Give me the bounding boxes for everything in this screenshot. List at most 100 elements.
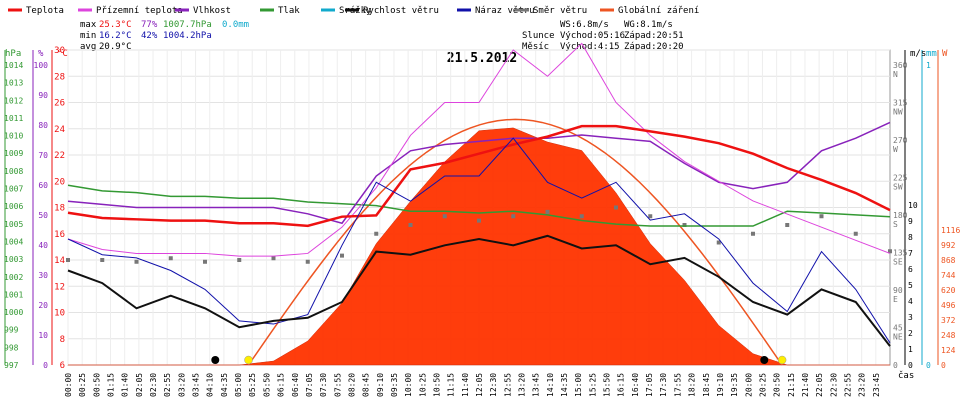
stats-sun-label: Slunce	[522, 31, 555, 41]
solar-tick-label: 992	[941, 241, 956, 250]
hpa-tick-label: 1010	[4, 132, 23, 141]
stats-sun-rise: Východ:05:16	[560, 31, 625, 41]
series-gust-line	[67, 137, 891, 344]
temp-tick-label: 28	[54, 72, 65, 82]
temp-tick-label: 8	[60, 335, 65, 345]
rain-tick-label: 1	[926, 61, 931, 70]
axis-title-hpa: hPa	[5, 49, 21, 59]
axis-title-time: čas	[898, 370, 914, 381]
time-tick-label: 23:45	[872, 373, 881, 397]
time-tick-label: 16:15	[617, 373, 626, 397]
wind-tick-label: 0	[908, 361, 913, 370]
time-tick-label: 07:55	[333, 373, 342, 397]
hpa-tick-label: 1006	[4, 202, 23, 211]
time-tick-label: 18:45	[702, 373, 711, 397]
time-tick-label: 19:10	[716, 373, 725, 397]
axis-title-mm: mm	[926, 49, 937, 59]
hpa-tick-label: 999	[4, 326, 19, 335]
direction-tick-label: 315	[893, 99, 908, 108]
hpa-tick-label: 1009	[4, 149, 23, 158]
stats-min-temp: 16.2°C	[99, 31, 132, 41]
hpa-tick-label: 1003	[4, 255, 23, 264]
time-tick-label: 14:10	[546, 373, 555, 397]
pct-tick-label: 70	[38, 151, 48, 160]
direction-tick-compass: NE	[893, 333, 903, 342]
time-tick-label: 21:40	[801, 373, 810, 397]
time-tick-label: 07:05	[305, 373, 314, 397]
time-tick-label: 22:05	[815, 373, 824, 397]
stats-max-label: max	[80, 20, 97, 30]
series-temperature-line	[67, 124, 891, 228]
moonrise-marker	[211, 356, 220, 364]
time-tick-label: 04:10	[206, 373, 215, 397]
direction-tick-compass: SW	[893, 183, 903, 192]
pct-tick-label: 20	[38, 301, 48, 310]
wind-direction-point	[751, 231, 755, 236]
temp-tick-label: 12	[54, 282, 65, 292]
stats-ws: WS:6.8m/s	[560, 20, 609, 30]
solar-tick-label: 744	[941, 271, 956, 280]
legend-label: Rychlost větru	[363, 6, 439, 16]
solar-tick-label: 1116	[941, 226, 960, 235]
time-tick-label: 00:25	[78, 373, 87, 397]
pct-tick-label: 60	[38, 181, 48, 190]
time-tick-label: 14:35	[560, 373, 569, 397]
hpa-tick-label: 1002	[4, 273, 23, 282]
time-tick-label: 03:45	[192, 373, 201, 397]
series-humidity-line	[67, 121, 891, 225]
wind-direction-point	[271, 256, 276, 261]
direction-tick-label: 225	[893, 174, 908, 183]
wind-direction-point	[477, 218, 481, 223]
wind-tick-label: 2	[908, 329, 913, 338]
direction-tick-label: 180	[893, 211, 908, 220]
time-tick-label: 02:55	[163, 373, 172, 397]
wind-direction-point	[511, 214, 516, 219]
time-tick-label: 15:00	[574, 373, 583, 397]
wind-tick-label: 1	[908, 345, 913, 354]
time-tick-label: 11:40	[461, 373, 470, 397]
time-tick-label: 15:25	[588, 373, 597, 397]
wind-direction-point	[716, 240, 721, 245]
axis-title-temp: °C	[57, 49, 68, 59]
time-tick-label: 00:00	[64, 373, 73, 397]
temp-tick-label: 6	[60, 361, 65, 371]
time-tick-label: 22:30	[829, 373, 838, 397]
axis-title-w: W	[942, 49, 948, 59]
wind-direction-point	[888, 249, 892, 254]
time-tick-label: 09:10	[376, 373, 385, 397]
time-tick-label: 20:25	[758, 373, 767, 397]
direction-tick-compass: W	[893, 145, 898, 154]
time-tick-label: 10:00	[404, 373, 413, 397]
wind-tick-label: 4	[908, 297, 913, 306]
time-tick-label: 10:50	[432, 373, 441, 397]
axis-title-pct: %	[38, 49, 44, 59]
time-tick-label: 06:40	[291, 373, 300, 397]
time-tick-label: 13:20	[518, 373, 527, 397]
time-tick-label: 00:50	[92, 373, 101, 397]
time-tick-label: 05:00	[234, 373, 243, 397]
sunrise-marker	[244, 355, 253, 365]
series-layer	[66, 42, 892, 366]
time-tick-label: 11:15	[447, 373, 456, 397]
stats-min-press: 1004.2hPa	[163, 31, 212, 41]
legend-label: Náraz větru	[475, 6, 535, 16]
temp-tick-label: 20	[54, 177, 65, 187]
wind-direction-point	[614, 205, 618, 210]
direction-tick-label: 90	[893, 286, 903, 295]
hpa-tick-label: 1013	[4, 79, 23, 88]
stats-sun-set: Západ:20:51	[624, 31, 684, 41]
direction-tick-compass: NW	[893, 108, 903, 117]
time-tick-label: 18:20	[688, 373, 697, 397]
wind-direction-point	[408, 223, 413, 227]
pct-tick-label: 30	[38, 271, 48, 280]
wind-direction-point	[648, 214, 653, 219]
time-tick-label: 23:20	[858, 373, 867, 397]
pct-tick-label: 40	[38, 241, 48, 250]
wind-tick-label: 10	[908, 201, 918, 210]
pct-tick-label: 10	[38, 331, 48, 340]
time-tick-label: 19:35	[730, 373, 739, 397]
wind-direction-point	[340, 253, 344, 258]
direction-tick-label: 45	[893, 324, 903, 333]
wind-direction-point	[305, 259, 310, 264]
